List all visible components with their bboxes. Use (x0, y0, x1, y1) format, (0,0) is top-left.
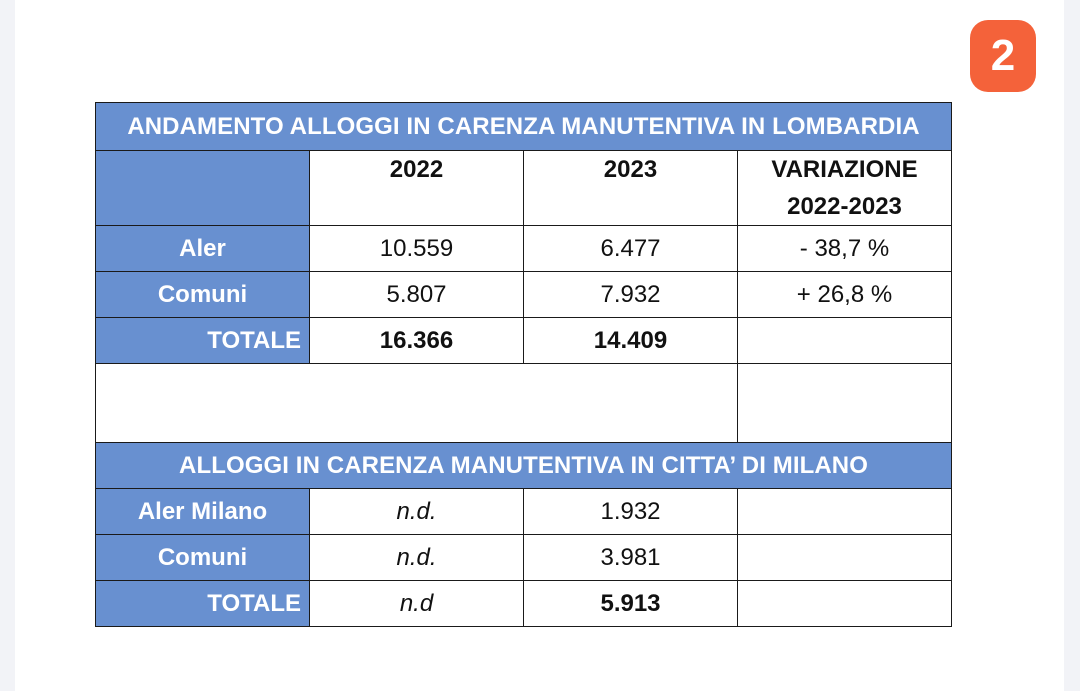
cell-comuni-milano-empty (737, 534, 952, 581)
housing-table: ANDAMENTO ALLOGGI IN CARENZA MANUTENTIVA… (95, 102, 952, 627)
cell-totale-milano-empty (737, 580, 952, 627)
spacer-cell-right (737, 363, 952, 443)
cell-totale-milano-2022: n.d (309, 580, 524, 627)
cell-aler-2023: 6.477 (523, 225, 738, 272)
row-label-totale: TOTALE (95, 317, 310, 364)
row-label-comuni: Comuni (95, 271, 310, 318)
cell-aler-milano-2022: n.d. (309, 488, 524, 535)
header-variazione-line1: VARIAZIONE (771, 156, 918, 183)
cell-totale-2023: 14.409 (523, 317, 738, 364)
header-2023: 2023 (523, 150, 738, 226)
cell-aler-milano-2023: 1.932 (523, 488, 738, 535)
cell-totale-milano-2023: 5.913 (523, 580, 738, 627)
cell-comuni-2023: 7.932 (523, 271, 738, 318)
cell-aler-2022: 10.559 (309, 225, 524, 272)
header-variazione: VARIAZIONE 2022-2023 (737, 150, 952, 226)
header-2022: 2022 (309, 150, 524, 226)
row-label-aler: Aler (95, 225, 310, 272)
cell-totale-variazione (737, 317, 952, 364)
row-label-comuni-milano: Comuni (95, 534, 310, 581)
cell-totale-2022: 16.366 (309, 317, 524, 364)
cell-comuni-milano-2023: 3.981 (523, 534, 738, 581)
cell-comuni-milano-2022: n.d. (309, 534, 524, 581)
page-number-badge: 2 (970, 20, 1036, 92)
table2-title: ALLOGGI IN CARENZA MANUTENTIVA IN CITTA’… (95, 442, 952, 489)
row-label-aler-milano: Aler Milano (95, 488, 310, 535)
row-label-totale-milano: TOTALE (95, 580, 310, 627)
cell-comuni-variazione: + 26,8 % (737, 271, 952, 318)
header-variazione-line2: 2022-2023 (787, 193, 902, 220)
spacer-cell (95, 363, 738, 443)
cell-aler-milano-empty (737, 488, 952, 535)
cell-aler-variazione: - 38,7 % (737, 225, 952, 272)
cell-comuni-2022: 5.807 (309, 271, 524, 318)
header-empty-cell (95, 150, 310, 226)
table1-title: ANDAMENTO ALLOGGI IN CARENZA MANUTENTIVA… (95, 102, 952, 151)
